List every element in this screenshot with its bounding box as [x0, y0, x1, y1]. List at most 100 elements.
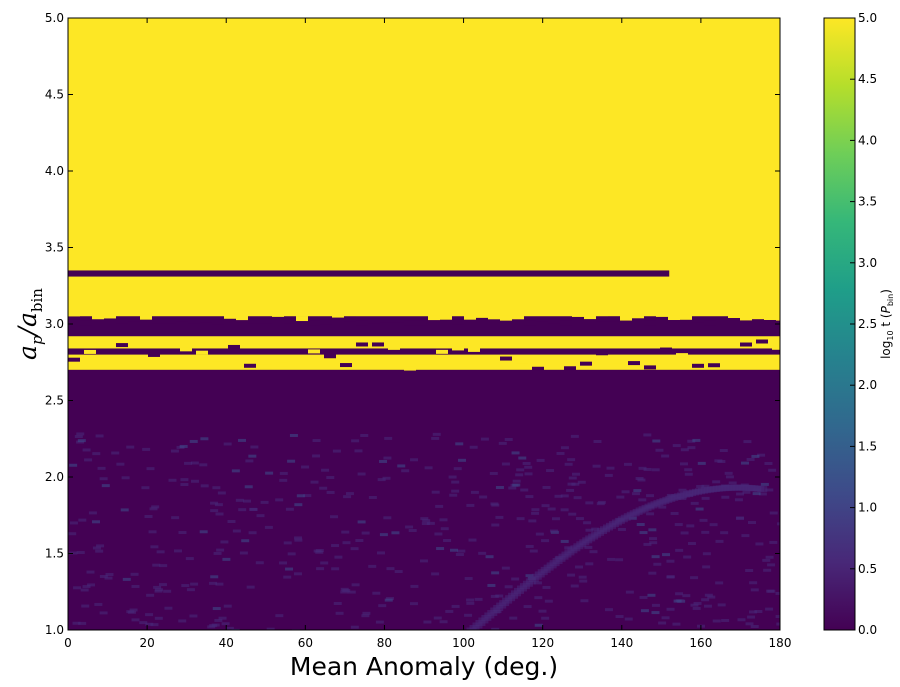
- texture-cell: [196, 350, 208, 355]
- texture-cell: [368, 318, 380, 324]
- texture-cell: [351, 439, 360, 443]
- texture-cell: [78, 621, 87, 625]
- texture-cell: [548, 318, 560, 324]
- texture-cell: [77, 439, 86, 443]
- texture-cell: [572, 311, 584, 317]
- colorbar-tick-label: 0.0: [858, 623, 877, 637]
- texture-cell: [428, 315, 440, 321]
- texture-cell: [571, 482, 580, 486]
- texture-cell: [498, 441, 507, 445]
- texture-cell: [92, 452, 101, 456]
- texture-cell: [653, 562, 662, 566]
- texture-cell: [357, 520, 366, 524]
- texture-cell: [678, 488, 687, 492]
- texture-cell: [440, 314, 452, 320]
- texture-cell: [715, 539, 724, 543]
- texture-cell: [628, 361, 640, 366]
- texture-cell: [332, 312, 344, 318]
- x-tick-label: 160: [689, 636, 712, 650]
- texture-cell: [673, 599, 682, 603]
- texture-cell: [450, 548, 459, 552]
- texture-cell: [150, 623, 159, 627]
- texture-cell: [244, 485, 253, 489]
- texture-cell: [762, 558, 771, 562]
- texture-cell: [704, 320, 716, 326]
- texture-cell: [478, 551, 487, 555]
- texture-cell: [699, 518, 708, 522]
- texture-cell: [672, 444, 681, 448]
- texture-cell: [116, 343, 128, 348]
- texture-cell: [313, 549, 322, 553]
- texture-cell: [220, 540, 229, 544]
- texture-cell: [211, 623, 220, 627]
- y-tick-label: 2.5: [45, 394, 64, 408]
- texture-cell: [356, 342, 368, 347]
- texture-cell: [362, 611, 371, 615]
- texture-cell: [331, 567, 340, 571]
- texture-cell: [265, 471, 274, 475]
- texture-cell: [524, 465, 533, 469]
- texture-cell: [768, 468, 777, 472]
- texture-cell: [531, 511, 540, 515]
- texture-cell: [382, 476, 391, 480]
- texture-cell: [404, 320, 416, 326]
- texture-cell: [215, 582, 224, 586]
- texture-cell: [541, 616, 550, 620]
- texture-cell: [340, 363, 352, 368]
- texture-cell: [745, 622, 754, 626]
- texture-cell: [199, 463, 208, 467]
- texture-cell: [523, 605, 532, 609]
- texture-cell: [401, 469, 410, 473]
- colorbar-tick-label: 2.0: [858, 378, 877, 392]
- texture-cell: [532, 366, 544, 371]
- texture-cell: [746, 457, 755, 461]
- texture-cell: [212, 486, 221, 490]
- texture-cell: [420, 517, 429, 521]
- texture-cell: [200, 437, 209, 441]
- texture-cell: [164, 606, 173, 610]
- texture-cell: [573, 496, 582, 500]
- texture-cell: [419, 559, 428, 563]
- texture-cell: [660, 347, 672, 352]
- texture-cell: [490, 594, 499, 598]
- x-axis-label: Mean Anomaly (deg.): [290, 652, 558, 681]
- texture-cell: [164, 318, 176, 324]
- texture-cell: [178, 619, 187, 623]
- texture-cell: [701, 598, 710, 602]
- texture-cell: [153, 585, 162, 589]
- texture-cell: [231, 628, 240, 630]
- texture-cell: [658, 621, 667, 625]
- texture-cell: [701, 496, 710, 500]
- texture-cell: [680, 448, 689, 452]
- x-tick-label: 140: [610, 636, 633, 650]
- texture-cell: [384, 436, 393, 440]
- colorbar-tick-label: 1.0: [858, 501, 877, 515]
- texture-cell: [470, 490, 479, 494]
- texture-cell: [638, 498, 647, 502]
- texture-cell: [216, 548, 225, 552]
- texture-cell: [189, 614, 198, 618]
- texture-cell: [515, 473, 524, 477]
- texture-cell: [764, 314, 776, 320]
- texture-cell: [668, 315, 680, 321]
- texture-cell: [777, 522, 780, 526]
- texture-cell: [666, 607, 675, 611]
- texture-cell: [97, 466, 106, 470]
- texture-cell: [92, 546, 101, 550]
- texture-cell: [524, 320, 536, 326]
- texture-cell: [283, 541, 292, 545]
- texture-cell: [568, 476, 577, 480]
- texture-cell: [596, 502, 605, 506]
- texture-cell: [145, 613, 154, 617]
- texture-cell: [716, 316, 728, 322]
- texture-cell: [228, 344, 240, 349]
- texture-cell: [68, 357, 80, 362]
- texture-cell: [392, 317, 404, 323]
- texture-cell: [579, 579, 588, 583]
- texture-cell: [285, 507, 294, 511]
- texture-cell: [451, 604, 460, 608]
- texture-cell: [81, 604, 90, 608]
- texture-cell: [350, 625, 359, 629]
- texture-cell: [495, 594, 504, 598]
- colorbar-tick-label: 5.0: [858, 11, 877, 25]
